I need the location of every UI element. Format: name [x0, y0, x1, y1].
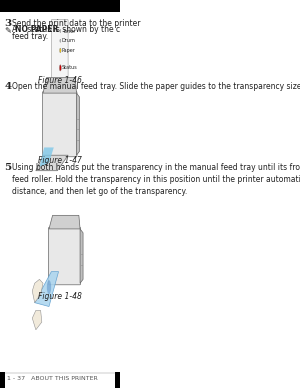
Text: status is shown by the control panel LEDs until you put a transparency in the ma: status is shown by the control panel LED… — [25, 25, 300, 34]
Text: Drum: Drum — [62, 38, 76, 43]
Bar — [115, 372, 119, 388]
Polygon shape — [32, 310, 42, 330]
Text: 3: 3 — [4, 19, 11, 28]
Polygon shape — [32, 279, 43, 303]
Text: Paper: Paper — [62, 48, 76, 53]
Polygon shape — [36, 155, 68, 171]
Polygon shape — [39, 147, 54, 167]
Text: Send the print data to the printer: Send the print data to the printer — [12, 19, 140, 28]
FancyBboxPatch shape — [43, 92, 77, 157]
Bar — [0, 0, 119, 12]
Text: Status: Status — [62, 66, 77, 70]
Circle shape — [47, 280, 51, 294]
Circle shape — [59, 65, 61, 71]
Text: Toner: Toner — [62, 29, 75, 33]
Bar — [0, 372, 5, 388]
Text: A: A — [12, 25, 20, 34]
Text: Figure 1-48: Figure 1-48 — [38, 292, 82, 301]
Circle shape — [60, 29, 61, 33]
Text: Figure 1-47: Figure 1-47 — [38, 156, 82, 165]
Polygon shape — [35, 272, 58, 307]
FancyBboxPatch shape — [51, 19, 68, 85]
Polygon shape — [43, 78, 76, 93]
Polygon shape — [80, 229, 83, 283]
Text: Figure 1-46: Figure 1-46 — [38, 76, 82, 85]
Circle shape — [60, 48, 61, 53]
Text: ✎: ✎ — [4, 26, 11, 35]
Text: Using both hands put the transparency in the manual feed tray until its front ed: Using both hands put the transparency in… — [12, 163, 300, 196]
Text: 1 - 37   ABOUT THIS PRINTER: 1 - 37 ABOUT THIS PRINTER — [7, 376, 98, 381]
Text: 5: 5 — [4, 163, 11, 172]
Circle shape — [60, 39, 61, 42]
Polygon shape — [49, 215, 80, 229]
Text: 4: 4 — [4, 82, 11, 91]
Polygon shape — [76, 93, 80, 155]
FancyBboxPatch shape — [49, 227, 80, 285]
Text: feed tray.: feed tray. — [12, 32, 48, 41]
Text: Open the manual feed tray. Slide the paper guides to the transparency size.: Open the manual feed tray. Slide the pap… — [12, 82, 300, 91]
Text: NO PAPER: NO PAPER — [15, 25, 58, 34]
